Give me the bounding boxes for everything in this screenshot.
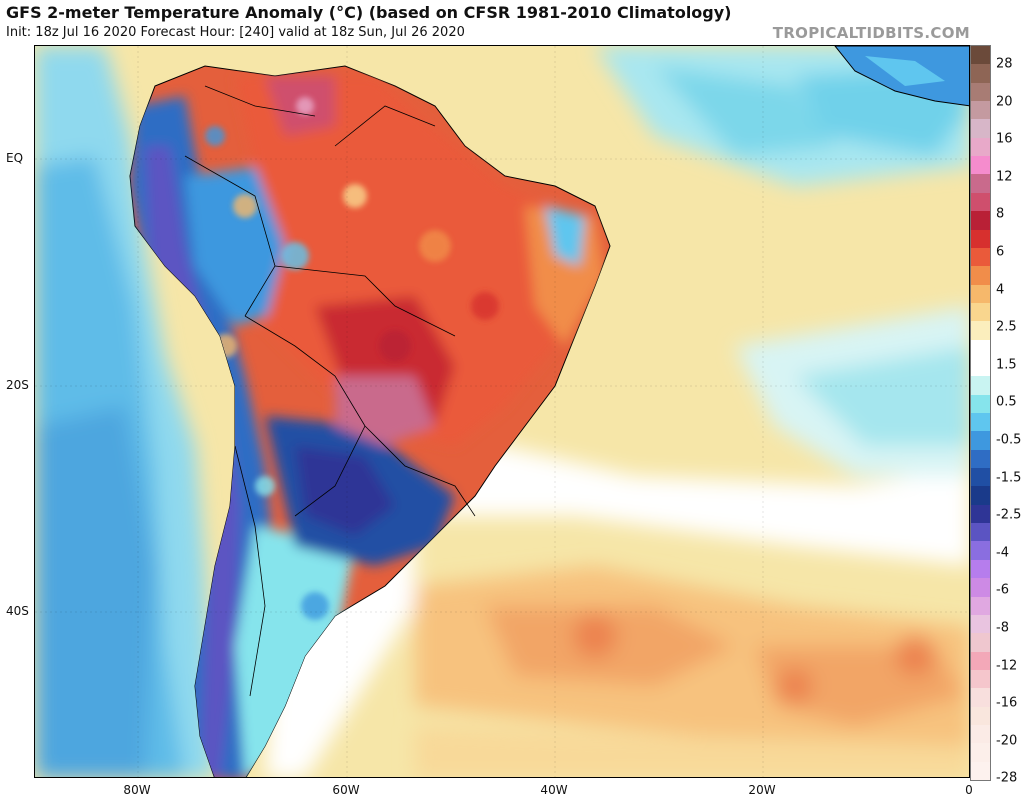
lat-label-20s: 20S [6,378,29,392]
colorbar-segment [971,559,990,579]
colorbar-tick-label: -2.5 [996,507,1022,523]
colorbar-segment [971,192,990,212]
colorbar-segment [971,523,990,542]
colorbar-tick-label: -6 [996,582,1009,598]
colorbar-tick-label: -0.5 [996,432,1022,448]
colorbar-tick-label: 4 [996,282,1005,298]
colorbar-segment [971,302,990,322]
colorbar-segment [971,651,990,671]
colorbar-tick-label: 1.5 [996,357,1017,373]
colorbar-segment [971,174,990,194]
colorbar-segment [971,761,990,781]
map-canvas [35,46,969,777]
colorbar-segment [971,431,990,451]
colorbar-tick-label: -1.5 [996,470,1022,486]
colorbar-segment [971,64,990,84]
colorbar-tick-label: 16 [996,131,1013,147]
lat-label-eq: EQ [6,151,24,165]
colorbar-segment [971,339,990,359]
colorbar-segment [971,468,990,487]
colorbar-tick-label: 12 [996,169,1013,185]
colorbar-segment [971,541,990,561]
colorbar-tick-label: -8 [996,620,1009,636]
colorbar-segment [971,266,990,286]
colorbar-segment [971,247,990,267]
lon-label-80w: 80W [123,783,151,797]
colorbar-segment [971,119,990,139]
colorbar-tick-label: 28 [996,56,1013,72]
lon-label-60w: 60W [332,783,360,797]
colorbar-tick-label: -12 [996,658,1018,674]
colorbar-segment [971,486,990,506]
colorbar-segment [971,633,990,653]
colorbar-tick-label: -28 [996,770,1018,786]
colorbar-segment [971,688,990,708]
colorbar-segment [971,724,990,744]
colorbar-segment [971,284,990,304]
colorbar-tick-label: 8 [996,206,1005,222]
colorbar-tick-label: -4 [996,545,1009,561]
colorbar-segment [971,449,990,469]
colorbar-tick-label: 2.5 [996,319,1017,335]
anomaly-map[interactable] [34,45,970,778]
lon-label-40w: 40W [540,783,568,797]
colorbar-segment [971,137,990,157]
colorbar-segment [971,211,990,230]
colorbar-segment [971,504,990,524]
colorbar-segment [971,376,990,396]
colorbar-segment [971,82,990,102]
land-anomaly-field [130,76,605,777]
colorbar-tick-label: 6 [996,244,1005,260]
colorbar-segment [971,46,990,65]
colorbar-segment [971,614,990,634]
colorbar-segment [971,229,990,249]
colorbar-tick-label: -16 [996,695,1018,711]
colorbar-segment [971,596,990,616]
chart-subtitle: Init: 18z Jul 16 2020 Forecast Hour: [24… [6,25,465,40]
colorbar-segment [971,321,990,341]
ocean-anomaly-field [35,46,969,777]
colorbar-segment [971,156,990,175]
brand-watermark: TROPICALTIDBITS.COM [772,24,970,42]
colorbar-segment [971,413,990,432]
colorbar-tick-label: 0.5 [996,394,1017,410]
colorbar-segment [971,743,990,763]
colorbar-tick-label: -20 [996,733,1018,749]
chart-title: GFS 2-meter Temperature Anomaly (°C) (ba… [6,3,732,22]
colorbar-segment [971,357,990,377]
lat-label-40s: 40S [6,604,29,618]
country-borders [184,85,476,697]
lon-label-0: 0 [965,783,973,797]
lon-label-20w: 20W [748,783,776,797]
colorbar [970,45,991,781]
colorbar-segment [971,578,990,597]
colorbar-segment [971,394,990,414]
colorbar-segment [971,101,990,120]
colorbar-segment [971,669,990,689]
colorbar-segment [971,706,990,726]
colorbar-tick-label: 20 [996,94,1013,110]
africa-land [834,46,969,107]
graticule [35,46,969,777]
